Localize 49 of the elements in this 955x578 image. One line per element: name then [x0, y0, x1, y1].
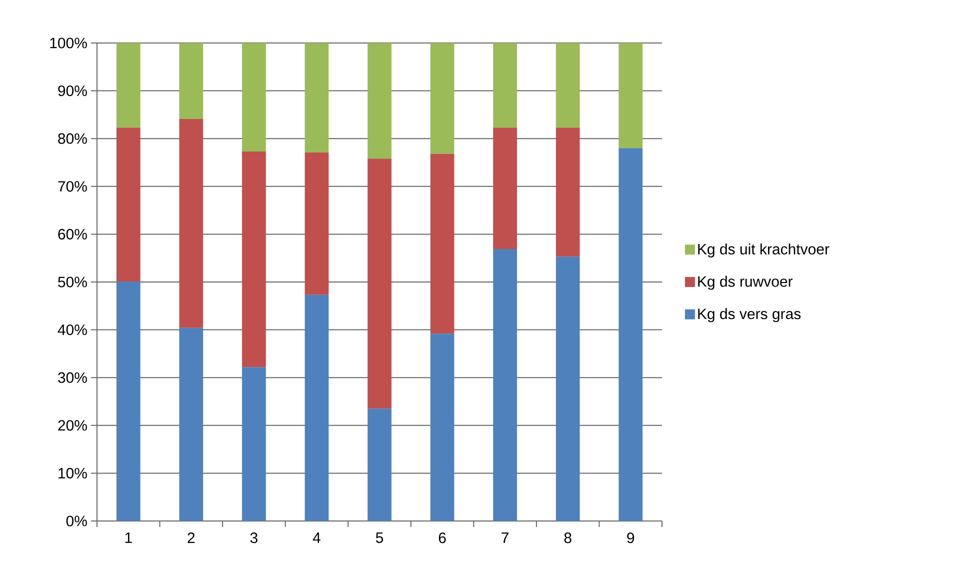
bar — [242, 42, 266, 152]
y-tick-label: 90% — [58, 85, 87, 96]
bar — [556, 42, 580, 128]
bar — [304, 294, 329, 521]
bar — [304, 42, 329, 152]
bar — [618, 148, 643, 521]
bar — [430, 334, 454, 521]
bar — [179, 328, 204, 521]
x-tick-label: 7 — [502, 532, 508, 543]
bar — [556, 128, 580, 257]
bar — [242, 152, 266, 368]
x-tick-label: 4 — [312, 532, 320, 543]
y-tick-label: 30% — [58, 372, 87, 383]
bar — [368, 158, 392, 409]
bar — [179, 118, 204, 328]
x-tick-label: 1 — [125, 532, 132, 543]
x-tick-label: 5 — [376, 532, 384, 543]
legend-label: Kg ds ruwvoer — [698, 276, 793, 290]
x-tick-label: 9 — [627, 532, 634, 544]
y-tick-label: 70% — [58, 181, 87, 192]
x-tick-label: 8 — [564, 532, 572, 544]
bar — [430, 42, 454, 154]
bar — [493, 249, 517, 521]
bar — [368, 408, 392, 521]
y-tick-label: 10% — [58, 468, 87, 479]
y-tick-label: 20% — [58, 420, 87, 431]
x-tick-label: 2 — [188, 532, 195, 543]
legend-label: Kg ds vers gras — [698, 308, 801, 322]
legend-label: Kg ds uit krachtvoer — [698, 243, 830, 258]
x-tick-label: 6 — [438, 532, 446, 544]
bar — [368, 42, 392, 159]
y-tick-label: 40% — [58, 324, 87, 336]
bar — [242, 367, 266, 521]
y-tick-label: 60% — [58, 228, 87, 240]
y-tick-label: 0% — [66, 516, 87, 526]
bar — [304, 152, 329, 295]
bar — [116, 282, 140, 521]
bar — [430, 154, 454, 334]
bar — [618, 42, 643, 148]
bar — [493, 42, 517, 128]
y-tick-label: 80% — [58, 133, 87, 144]
y-tick-label: 50% — [58, 276, 87, 288]
bar — [556, 256, 580, 521]
bar — [116, 128, 140, 282]
y-tick-label: 100% — [50, 38, 87, 48]
bar — [116, 42, 140, 128]
bar — [493, 128, 517, 250]
x-tick-label: 3 — [250, 532, 258, 544]
bar — [179, 42, 204, 119]
